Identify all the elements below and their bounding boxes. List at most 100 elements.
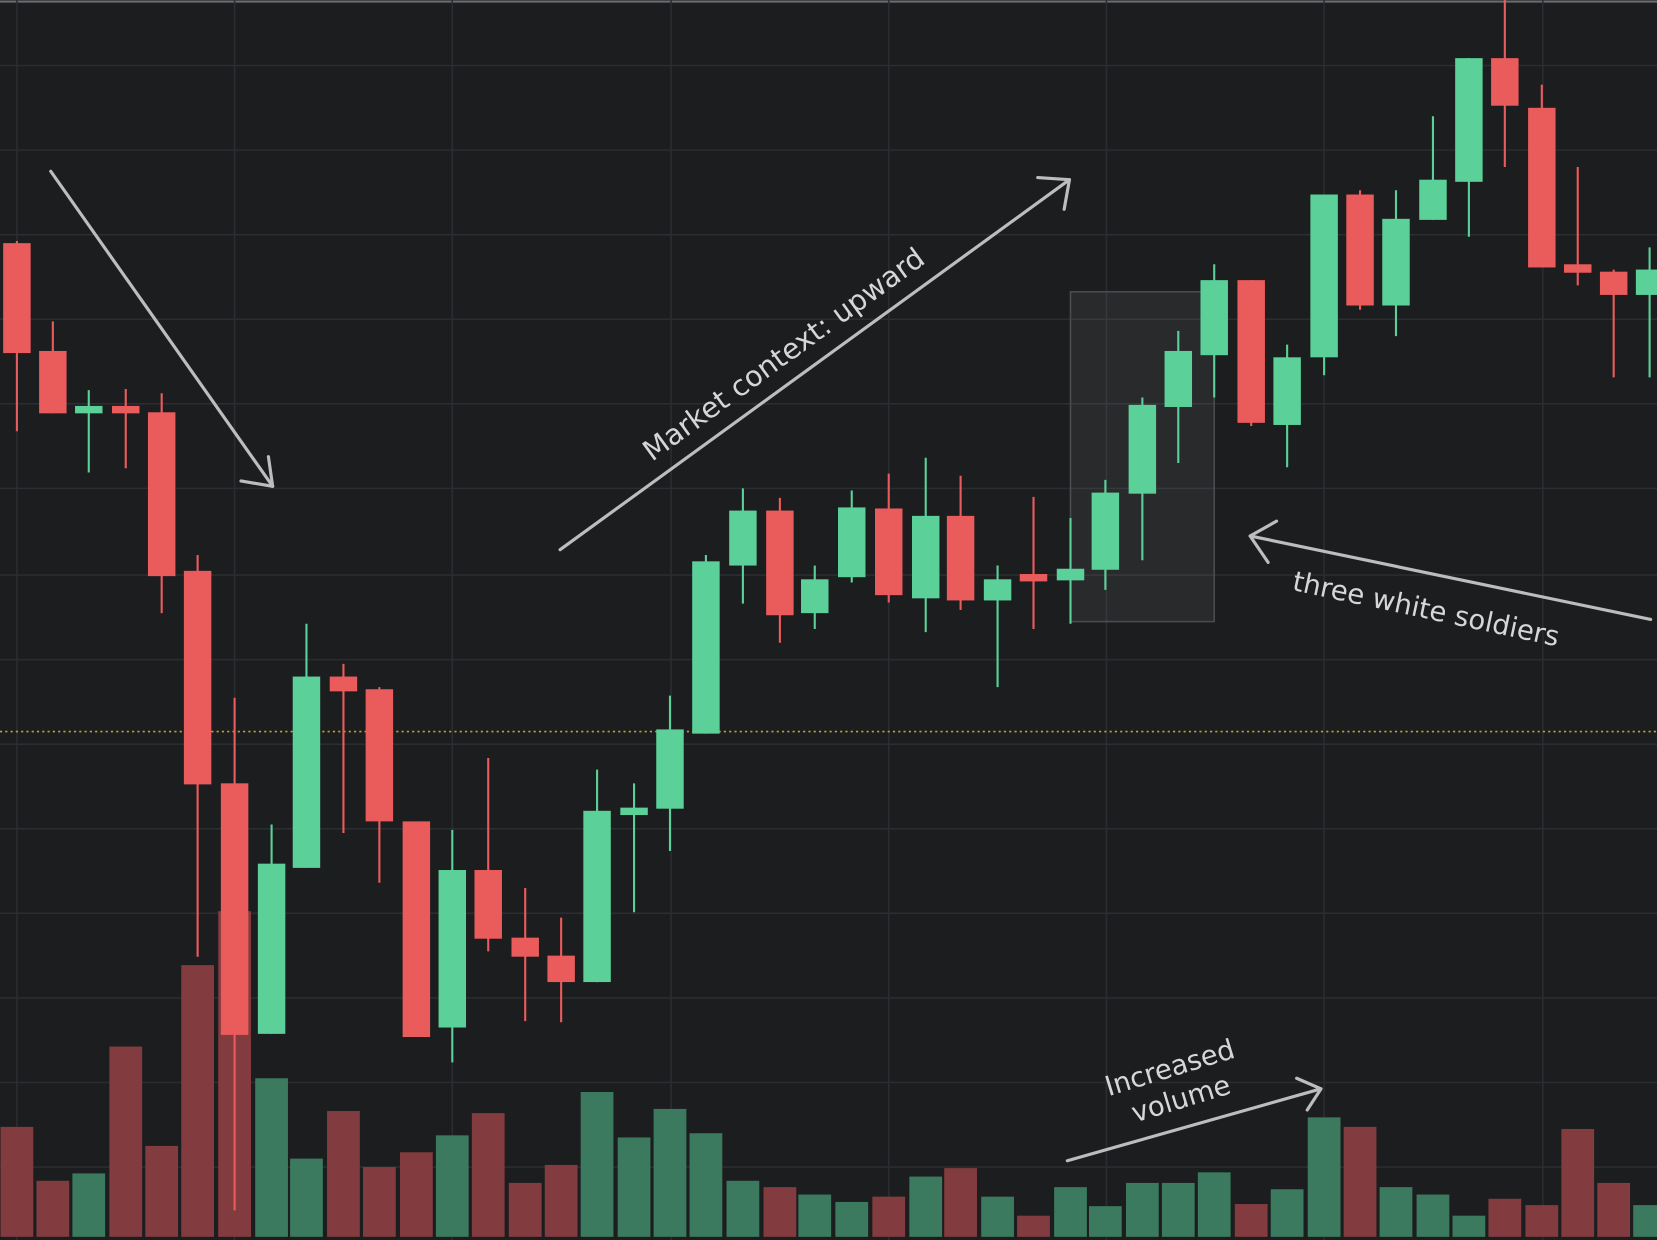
candle-body (1491, 58, 1519, 106)
candle-body (1382, 218, 1410, 306)
volume-bar (181, 965, 214, 1237)
candle-body (983, 579, 1012, 601)
candle (220, 697, 249, 1211)
volume-bar (1161, 1182, 1195, 1237)
candle-body (1346, 194, 1374, 306)
volume-bar (580, 1092, 614, 1237)
volume-bar (508, 1182, 542, 1237)
candle-body (511, 937, 539, 957)
candle-body (946, 515, 975, 601)
volume-bar (1488, 1198, 1522, 1237)
candle (474, 757, 502, 952)
candle-body (292, 676, 321, 868)
volume-bar (399, 1152, 433, 1237)
candle (511, 887, 539, 1022)
volume-bar (255, 1078, 288, 1237)
candle-body (147, 412, 176, 577)
volume-bar (1525, 1205, 1559, 1237)
candle (39, 321, 67, 414)
volume-bar (944, 1168, 977, 1237)
candle-body (729, 510, 757, 566)
candle-body (1164, 350, 1193, 407)
candle-body (474, 870, 502, 939)
volume-bar (1379, 1187, 1413, 1237)
candle (147, 393, 176, 614)
candle (946, 475, 975, 610)
volume-bar (1597, 1182, 1631, 1237)
candle (329, 663, 358, 834)
candle-body (1237, 280, 1265, 423)
candle-body (1564, 264, 1592, 273)
candle-body (39, 350, 67, 414)
volume-bar (872, 1196, 906, 1237)
candle (257, 824, 286, 1034)
volume-bar (0, 1126, 34, 1237)
candle-body (1455, 58, 1483, 182)
candle (1382, 190, 1410, 337)
candle (1019, 496, 1048, 629)
candle-body (1091, 492, 1120, 570)
volume-bar (544, 1164, 578, 1237)
candle-body (257, 863, 286, 1034)
candle-body (1635, 269, 1657, 295)
candle (1599, 269, 1628, 378)
volume-bar (1561, 1129, 1595, 1237)
candle-body (438, 870, 467, 1028)
candle-body (75, 405, 103, 414)
candle (1128, 397, 1157, 561)
candle (1528, 84, 1556, 268)
volume-bar (1416, 1194, 1450, 1237)
candle-body (874, 508, 903, 596)
candle (292, 623, 321, 868)
volume-bar (362, 1167, 396, 1237)
candle-body (402, 821, 431, 1038)
candle-body (220, 783, 249, 1035)
volume-bar (617, 1137, 651, 1237)
candle (838, 490, 866, 583)
candle-body (1128, 404, 1157, 494)
volume-bar (653, 1108, 687, 1237)
candle-body (911, 515, 940, 599)
candle-body (1310, 194, 1338, 358)
downtrend-arrow-icon (49, 169, 275, 488)
volume-bar (1125, 1182, 1159, 1237)
candle-body (838, 507, 866, 578)
candle (983, 565, 1012, 688)
volume-bar (798, 1194, 832, 1237)
volume-bar (1088, 1206, 1122, 1237)
candle (75, 390, 103, 473)
candle (1056, 517, 1085, 624)
volume-bar (1197, 1172, 1231, 1237)
candle (1273, 344, 1301, 468)
candle-body (1599, 271, 1628, 295)
candle-body (183, 570, 212, 785)
candle (547, 917, 575, 1023)
volume-bar (1054, 1187, 1087, 1237)
candle (911, 457, 940, 633)
candle (1491, 0, 1519, 168)
candle (1310, 194, 1338, 376)
candle-body (112, 405, 140, 414)
pattern-arrow-left-icon (1248, 519, 1653, 622)
candle-body (329, 676, 358, 692)
candle (183, 554, 212, 957)
candle-body (3, 243, 31, 354)
candle-body (801, 579, 829, 614)
volume-bar (435, 1135, 469, 1237)
volume-bar (327, 1111, 360, 1237)
volume-bar (109, 1046, 143, 1237)
candle (1237, 280, 1265, 427)
volume-bar (471, 1113, 505, 1237)
volume-bar (36, 1180, 70, 1237)
candle (1419, 116, 1447, 220)
candle (1164, 330, 1193, 464)
candle (1200, 264, 1228, 398)
volume-bar (689, 1133, 723, 1237)
candle-body (656, 729, 684, 809)
candle (656, 695, 684, 851)
candles (3, 0, 1657, 1211)
volume-bar (981, 1196, 1014, 1237)
candle-body (583, 810, 611, 983)
volume-bar (145, 1145, 179, 1237)
